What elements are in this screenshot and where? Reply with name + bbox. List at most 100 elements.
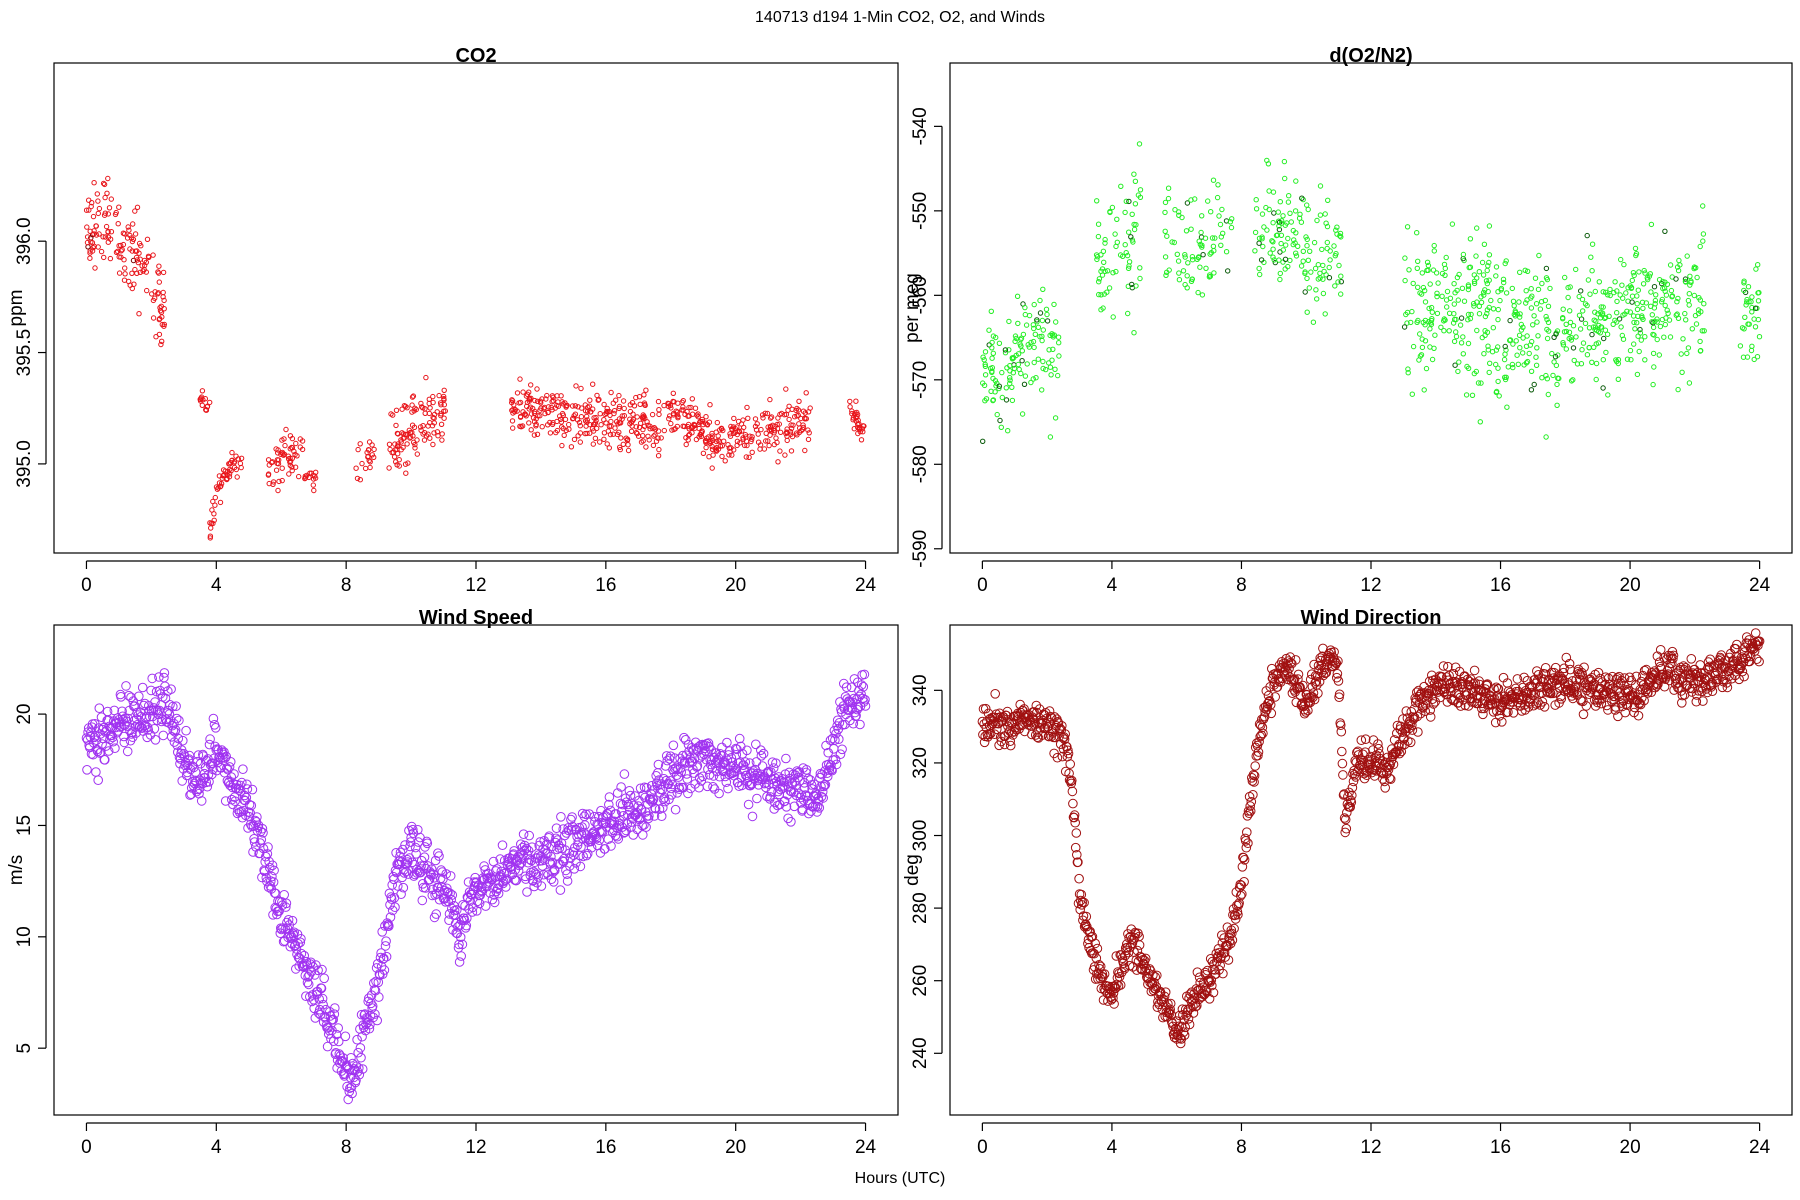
data-point (1056, 340, 1062, 346)
data-point (1164, 233, 1170, 239)
data-point (635, 433, 642, 439)
data-point (554, 418, 560, 425)
data-point (461, 920, 472, 931)
data-point (1031, 325, 1037, 332)
panel-o2: d(O2/N2) per meg 0 4 8 12 16 20 24-590-580-570… (902, 45, 1793, 596)
data-point (989, 345, 995, 351)
data-point (1474, 327, 1480, 334)
data-point (1275, 209, 1282, 215)
data-point (1131, 330, 1137, 336)
data-point (1241, 842, 1252, 853)
data-point (755, 439, 762, 445)
data-point (480, 901, 491, 911)
data-point (582, 408, 589, 414)
data-point (1433, 270, 1440, 276)
data-point (421, 437, 428, 443)
data-point (1639, 299, 1646, 305)
data-point (749, 436, 755, 442)
data-point (860, 701, 871, 711)
data-point (1478, 380, 1484, 386)
data-point (830, 754, 841, 765)
data-point (1722, 682, 1733, 693)
data-point (1568, 337, 1575, 343)
data-point (853, 398, 859, 404)
data-point (1429, 678, 1440, 689)
data-point (667, 779, 678, 790)
data-point (402, 403, 409, 410)
data-point (462, 913, 472, 924)
data-point (1634, 320, 1640, 326)
data-point (108, 736, 118, 747)
data-point (1631, 341, 1637, 347)
data-point (1249, 777, 1259, 787)
data-point (395, 443, 401, 449)
data-point (729, 452, 735, 458)
y-tick-label: -540 (910, 107, 931, 145)
data-point (1612, 317, 1618, 323)
data-point (1528, 387, 1535, 393)
data-point (1623, 290, 1629, 296)
data-point (303, 979, 314, 990)
data-point (1465, 311, 1472, 318)
data-point (1270, 692, 1280, 702)
data-point (1685, 345, 1692, 351)
y-tick-label: 5 (14, 1043, 35, 1054)
data-point (1428, 304, 1435, 311)
data-point (1030, 730, 1041, 740)
data-point (1536, 252, 1542, 259)
data-points (81, 668, 871, 1105)
data-point (689, 411, 696, 417)
data-point (1195, 255, 1202, 261)
data-point (261, 851, 271, 862)
data-point (1540, 663, 1551, 673)
data-point (1002, 716, 1012, 727)
data-point (1210, 243, 1217, 250)
data-point (1642, 357, 1648, 363)
data-point (1568, 334, 1574, 341)
data-point (357, 441, 363, 447)
data-point (1752, 654, 1762, 665)
data-point (1490, 306, 1497, 312)
data-point (558, 419, 565, 425)
data-point (682, 769, 692, 779)
x-tick-label: 12 (465, 1137, 486, 1158)
data-point (612, 788, 623, 798)
data-point (1272, 259, 1279, 266)
data-point (407, 857, 418, 868)
data-point (303, 972, 313, 982)
data-point (763, 438, 769, 444)
data-point (1593, 376, 1599, 383)
data-point (1256, 265, 1262, 272)
data-point (1073, 857, 1083, 868)
data-point (658, 435, 664, 441)
data-point (1040, 358, 1046, 365)
data-point (721, 760, 731, 770)
data-point (1685, 297, 1692, 304)
data-point (569, 403, 576, 409)
data-point (1468, 311, 1474, 318)
data-point (296, 473, 302, 480)
data-point (1337, 230, 1344, 237)
data-point (393, 881, 403, 891)
data-point (1593, 360, 1600, 367)
data-point (364, 993, 374, 1004)
data-point (430, 441, 436, 448)
data-point (440, 897, 451, 907)
data-point (1338, 273, 1344, 279)
data-point (1697, 348, 1704, 354)
data-point (389, 449, 395, 456)
data-point (165, 700, 175, 710)
data-point (1601, 335, 1607, 342)
data-point (1483, 278, 1490, 284)
data-point (228, 468, 234, 474)
data-point (1700, 674, 1710, 685)
data-point (445, 871, 456, 881)
data-point (108, 196, 115, 202)
data-point (335, 1051, 346, 1061)
data-point (1158, 1012, 1168, 1023)
data-point (1405, 370, 1411, 376)
data-point (1666, 317, 1673, 323)
data-point (1755, 298, 1762, 304)
data-point (493, 888, 504, 899)
data-point (764, 410, 771, 417)
